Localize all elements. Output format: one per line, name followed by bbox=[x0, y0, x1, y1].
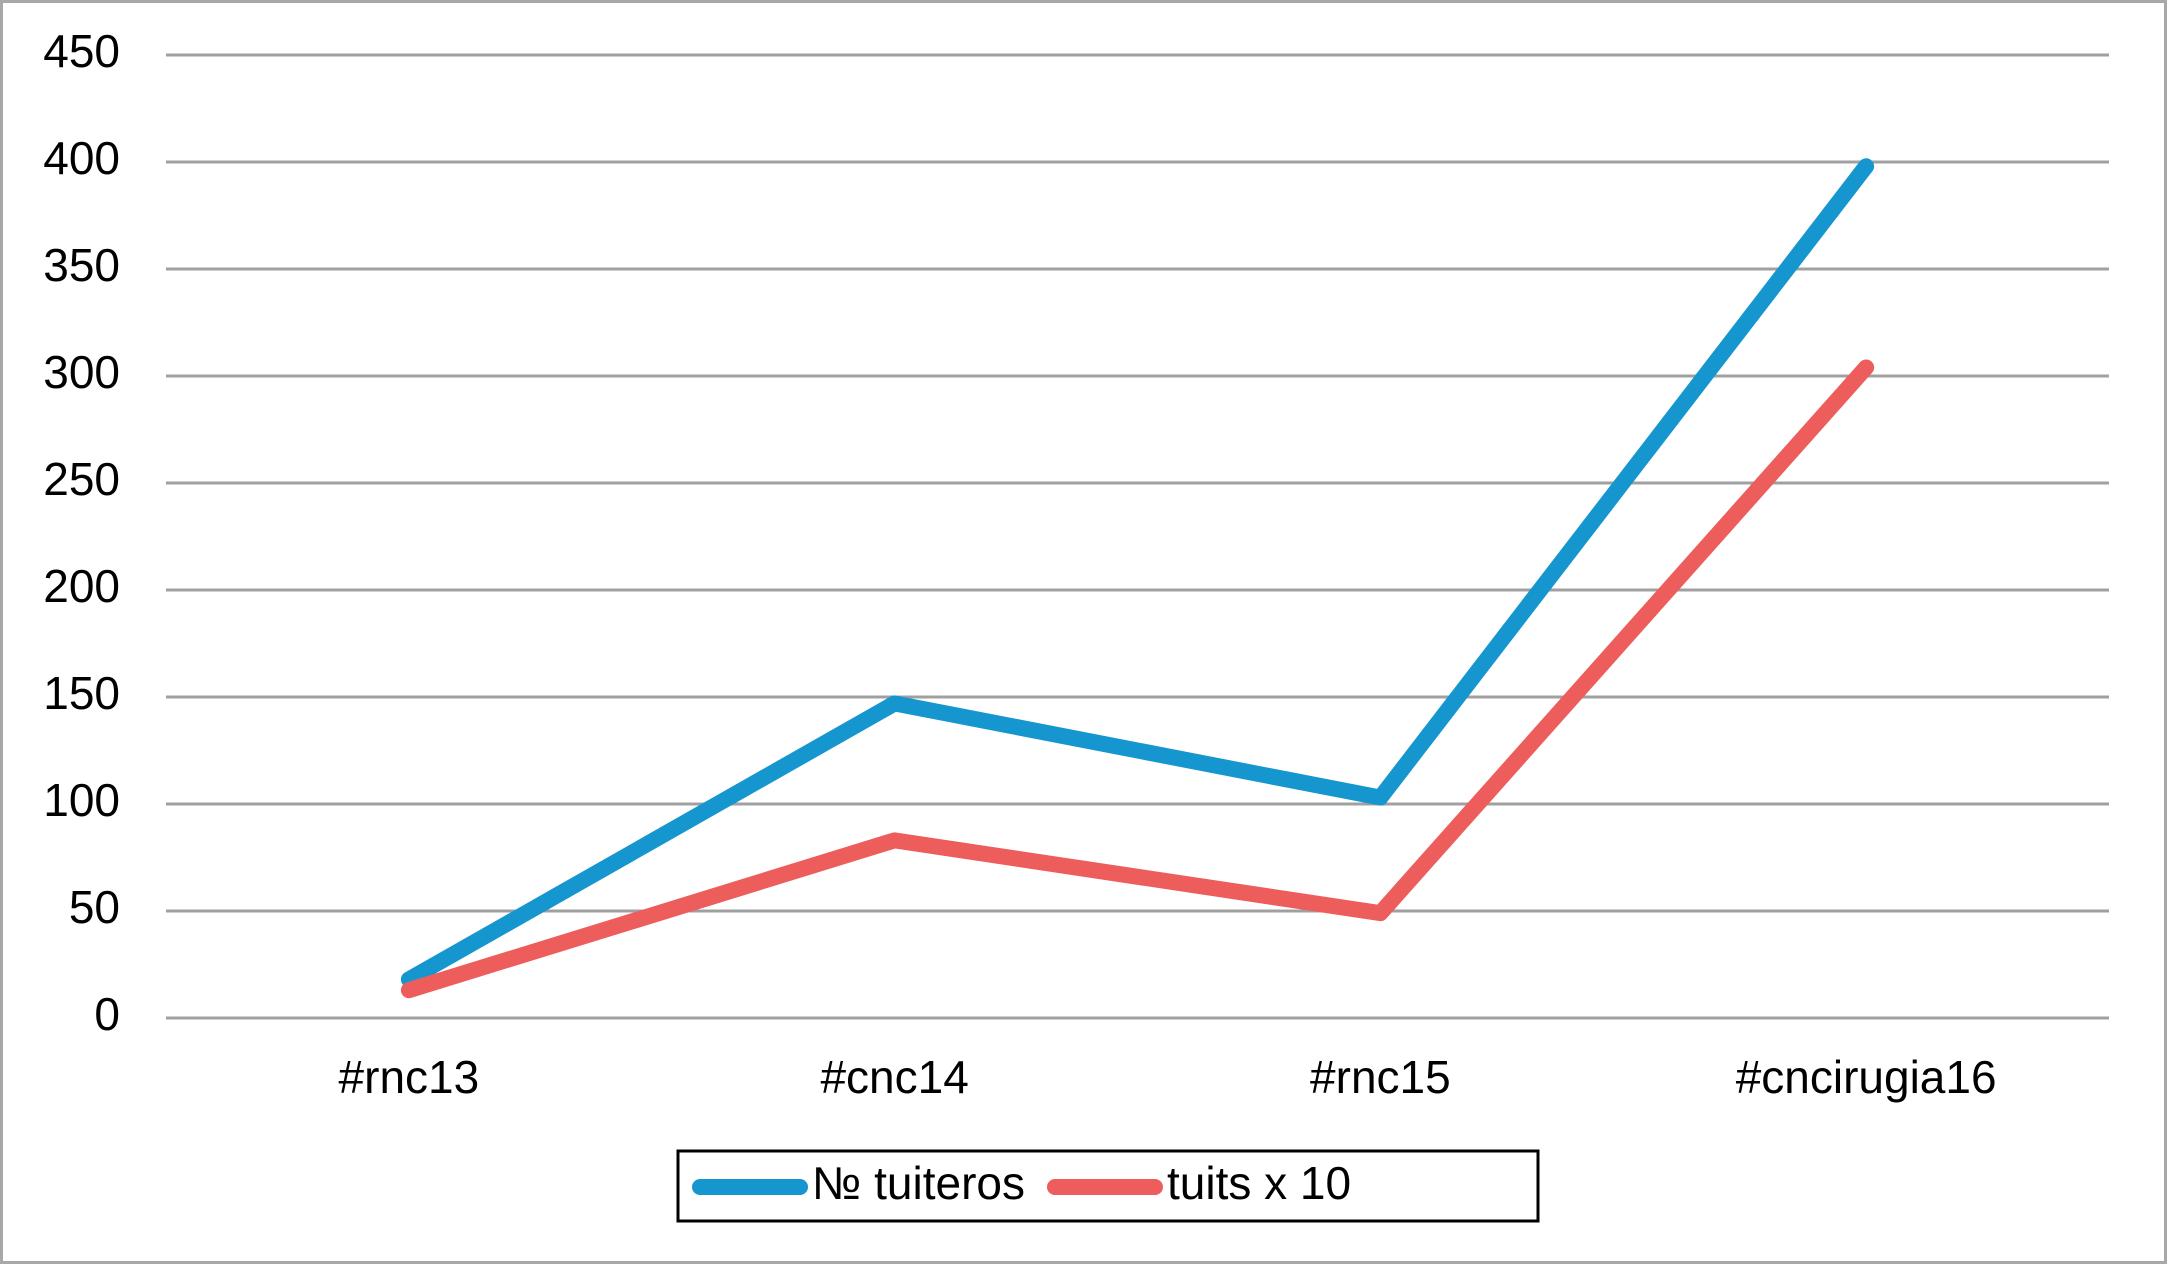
y-tick-label: 100 bbox=[43, 774, 120, 826]
y-tick-label: 450 bbox=[43, 25, 120, 77]
legend-label: tuits x 10 bbox=[1167, 1157, 1351, 1209]
series-line bbox=[400, 359, 1875, 999]
x-tick-label: #cnc14 bbox=[820, 1051, 968, 1103]
y-tick-label: 250 bbox=[43, 453, 120, 505]
y-tick-label: 0 bbox=[94, 988, 120, 1040]
x-tick-label: #rnc13 bbox=[339, 1051, 480, 1103]
y-tick-label: 300 bbox=[43, 346, 120, 398]
y-tick-label: 200 bbox=[43, 560, 120, 612]
series-line bbox=[400, 158, 1875, 988]
y-tick-label: 400 bbox=[43, 132, 120, 184]
x-tick-label: #cncirugia16 bbox=[1736, 1051, 1997, 1103]
x-tick-label: #rnc15 bbox=[1310, 1051, 1451, 1103]
y-tick-label: 350 bbox=[43, 239, 120, 291]
legend-label: № tuiteros bbox=[812, 1157, 1025, 1209]
y-tick-label: 150 bbox=[43, 667, 120, 719]
y-tick-label: 50 bbox=[69, 881, 120, 933]
